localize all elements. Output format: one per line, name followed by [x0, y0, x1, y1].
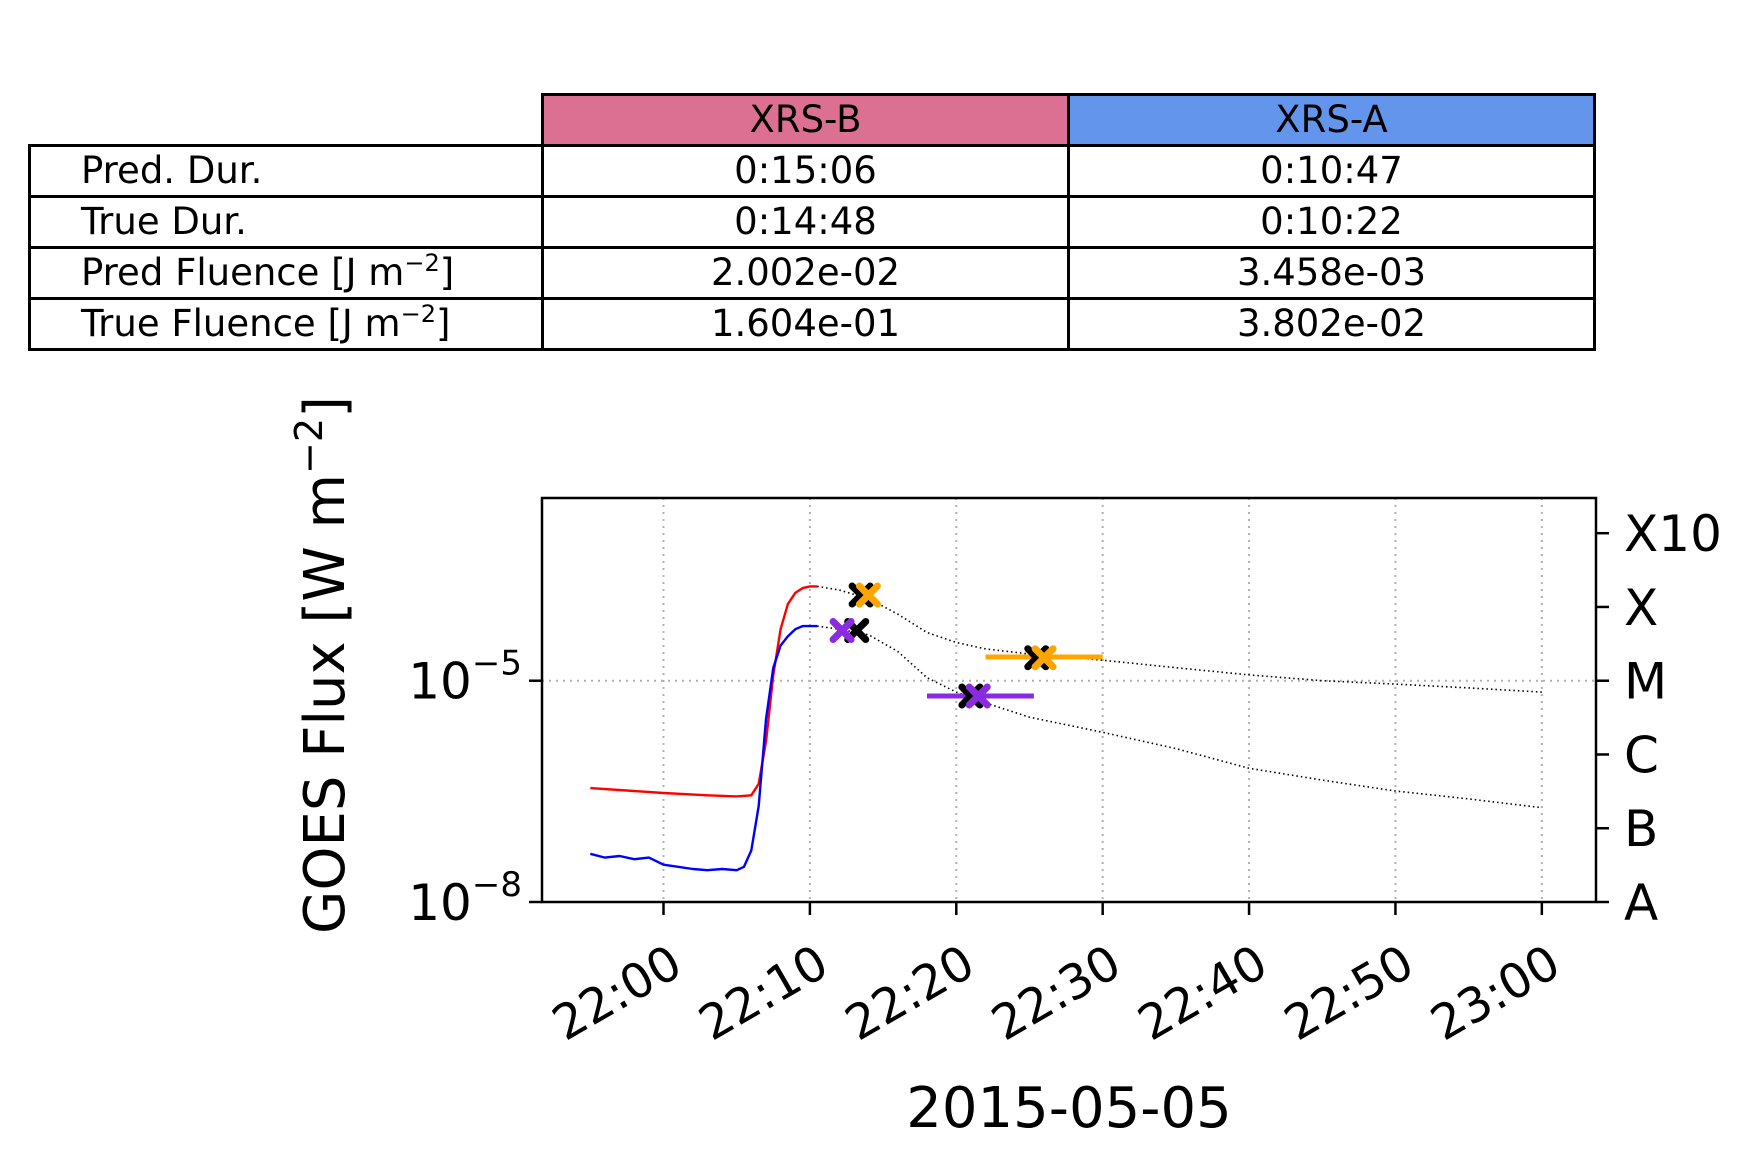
- table-cell: 3.458e-03: [1067, 246, 1596, 300]
- y-axis-label: GOES Flux [W m−2]: [287, 396, 358, 934]
- column-header-xrs-a: XRS-A: [1067, 93, 1596, 147]
- row-label-text: True Dur.: [81, 200, 247, 243]
- table-cell: 2.002e-02: [541, 246, 1070, 300]
- y-tick-exp: −5: [472, 644, 522, 684]
- axes: 22:0022:1022:2022:3022:4022:5023:0010−81…: [408, 505, 1722, 1052]
- row-label-exponent: −2: [400, 300, 436, 328]
- y-tick-base: 10: [408, 874, 472, 932]
- table-cell: 0:10:47: [1067, 144, 1596, 198]
- x-marker: [965, 683, 991, 709]
- class-label-x10: X10: [1624, 505, 1722, 563]
- table-header-row: XRS-B XRS-A: [30, 93, 1596, 147]
- y-axis-label-close: ]: [293, 396, 358, 418]
- y-tick-base: 10: [408, 653, 472, 711]
- x-marker: [855, 582, 881, 608]
- row-label-text: Pred. Dur.: [81, 149, 263, 192]
- x-tick-label: 22:20: [836, 934, 984, 1052]
- row-label-text: True Fluence [J m: [81, 302, 401, 345]
- x-marker-stroke: [965, 683, 991, 709]
- y-axis-label-exp: −2: [287, 418, 331, 474]
- table-cell: 1.604e-01: [541, 297, 1070, 351]
- table-row: Pred. Dur. 0:15:06 0:10:47: [28, 144, 1596, 198]
- series-line-3: [817, 625, 1542, 809]
- series-line-0: [590, 585, 818, 798]
- y-tick-exp: −8: [472, 865, 522, 905]
- plot-frame: [540, 496, 1598, 904]
- x-marker-stroke: [829, 617, 855, 643]
- row-label: Pred. Dur.: [28, 144, 544, 198]
- table-cell: 0:10:22: [1067, 195, 1596, 249]
- class-label-c: C: [1624, 726, 1659, 784]
- row-label-close: ]: [436, 302, 451, 345]
- series-line-1: [589, 624, 818, 872]
- class-label-b: B: [1624, 800, 1658, 858]
- table-cell: 0:14:48: [541, 195, 1070, 249]
- table-cell: 0:15:06: [541, 144, 1070, 198]
- class-label-m: M: [1624, 653, 1667, 711]
- x-tick-label: 22:50: [1275, 934, 1423, 1052]
- x-marker-stroke: [855, 582, 881, 608]
- x-tick-label: 23:00: [1422, 934, 1570, 1052]
- table-row: True Dur. 0:14:48 0:10:22: [28, 195, 1596, 249]
- x-axis-label: 2015-05-05: [906, 1076, 1231, 1141]
- series-layer: [589, 585, 1542, 872]
- series-line-2: [817, 585, 1542, 693]
- class-label-x: X: [1624, 579, 1658, 637]
- y-tick-label: 10−8: [408, 865, 522, 932]
- y-tick-label: 10−5: [408, 644, 522, 711]
- markers: [829, 582, 1057, 709]
- row-label-exponent: −2: [404, 249, 440, 277]
- table-row: Pred Fluence [J m−2] 2.002e-02 3.458e-03: [28, 246, 1596, 300]
- column-header-xrs-b: XRS-B: [541, 93, 1070, 147]
- row-label: True Dur.: [28, 195, 544, 249]
- row-label: True Fluence [J m−2]: [28, 297, 544, 351]
- x-marker: [829, 617, 855, 643]
- row-label-close: ]: [439, 251, 455, 294]
- x-tick-label: 22:10: [690, 934, 838, 1052]
- x-tick-label: 22:40: [1129, 934, 1277, 1052]
- y-axis-label-text: GOES Flux [W m: [293, 474, 358, 934]
- table-row: True Fluence [J m−2] 1.604e-01 3.802e-02: [28, 297, 1596, 351]
- grid-lines: [542, 498, 1596, 902]
- x-tick-label: 22:30: [982, 934, 1130, 1052]
- table-cell: 3.802e-02: [1067, 297, 1596, 351]
- stats-table: XRS-B XRS-A Pred. Dur. 0:15:06 0:10:47 True D…: [28, 93, 1596, 351]
- x-tick-label: 22:00: [543, 934, 691, 1052]
- x-marker-stroke: [1031, 645, 1057, 671]
- class-label-a: A: [1624, 874, 1658, 932]
- row-label-text: Pred Fluence [J m: [81, 251, 405, 294]
- x-marker: [1031, 645, 1057, 671]
- row-label: Pred Fluence [J m−2]: [28, 246, 544, 300]
